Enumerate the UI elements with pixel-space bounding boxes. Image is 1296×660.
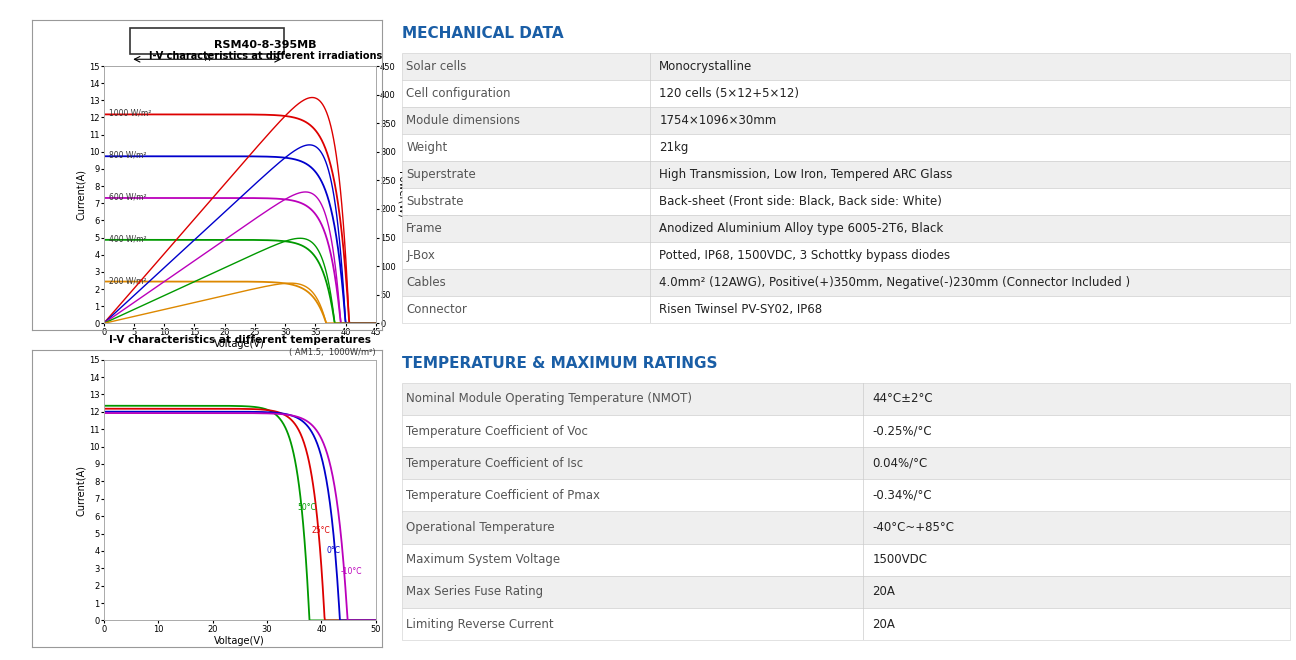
Text: Max Series Fuse Rating: Max Series Fuse Rating — [406, 585, 543, 599]
Text: Superstrate: Superstrate — [406, 168, 476, 181]
Text: 1500VDC: 1500VDC — [872, 553, 927, 566]
Bar — [402, 269, 1290, 296]
Text: Substrate: Substrate — [406, 195, 464, 208]
Text: 1000 W/m²: 1000 W/m² — [109, 109, 150, 117]
Bar — [402, 188, 1290, 215]
Text: 600 W/m²: 600 W/m² — [109, 192, 146, 201]
Text: Risen Twinsel PV-SY02, IP68: Risen Twinsel PV-SY02, IP68 — [660, 304, 823, 316]
Text: Solar cells: Solar cells — [406, 60, 467, 73]
Text: Temperature Coefficient of Voc: Temperature Coefficient of Voc — [406, 424, 588, 438]
Text: Nominal Module Operating Temperature (NMOT): Nominal Module Operating Temperature (NM… — [406, 393, 692, 405]
Y-axis label: Power(W): Power(W) — [397, 172, 407, 218]
Bar — [402, 608, 1290, 640]
Text: 30±0.2: 30±0.2 — [193, 68, 222, 77]
Text: 120 cells (5×12+5×12): 120 cells (5×12+5×12) — [660, 87, 800, 100]
Bar — [402, 161, 1290, 188]
Text: 44°C±2°C: 44°C±2°C — [872, 393, 933, 405]
Bar — [402, 415, 1290, 447]
Bar — [402, 576, 1290, 608]
Text: Maximum System Voltage: Maximum System Voltage — [406, 553, 560, 566]
Text: I-V characteristics at different temperatures: I-V characteristics at different tempera… — [109, 335, 371, 345]
Text: 0°C: 0°C — [327, 546, 341, 555]
Text: 1754×1096×30mm: 1754×1096×30mm — [660, 114, 776, 127]
Bar — [131, 28, 284, 54]
Text: 21kg: 21kg — [660, 141, 688, 154]
Text: -40°C~+85°C: -40°C~+85°C — [872, 521, 954, 534]
Text: -0.25%/°C: -0.25%/°C — [872, 424, 932, 438]
Text: Cables: Cables — [406, 277, 446, 289]
Text: Monocrystalline: Monocrystalline — [660, 60, 753, 73]
Bar — [402, 80, 1290, 107]
Bar — [402, 383, 1290, 415]
Text: Operational Temperature: Operational Temperature — [406, 521, 555, 534]
Bar — [402, 447, 1290, 479]
Text: Limiting Reverse Current: Limiting Reverse Current — [406, 618, 553, 630]
Text: High Transmission, Low Iron, Tempered ARC Glass: High Transmission, Low Iron, Tempered AR… — [660, 168, 953, 181]
Bar — [402, 544, 1290, 576]
Text: I-V characteristics at different irradiations: I-V characteristics at different irradia… — [149, 51, 382, 61]
Text: Cell configuration: Cell configuration — [406, 87, 511, 100]
Text: J-Box: J-Box — [406, 249, 435, 262]
Y-axis label: Current(A): Current(A) — [76, 465, 86, 515]
Bar — [402, 53, 1290, 80]
Text: 20A: 20A — [872, 585, 896, 599]
X-axis label: Voltage(V): Voltage(V) — [214, 636, 266, 646]
Text: Weight: Weight — [406, 141, 447, 154]
Text: Module dimensions: Module dimensions — [406, 114, 520, 127]
Text: 20A: 20A — [872, 618, 896, 630]
Text: TEMPERATURE & MAXIMUM RATINGS: TEMPERATURE & MAXIMUM RATINGS — [402, 356, 717, 372]
Text: Back-sheet (Front side: Black, Back side: White): Back-sheet (Front side: Black, Back side… — [660, 195, 942, 208]
Text: -0.34%/°C: -0.34%/°C — [872, 489, 932, 502]
Text: 25°C: 25°C — [311, 525, 330, 535]
Text: 800 W/m²: 800 W/m² — [109, 150, 146, 159]
Text: -10°C: -10°C — [341, 567, 362, 576]
Text: Temperature Coefficient of Isc: Temperature Coefficient of Isc — [406, 457, 583, 470]
X-axis label: Voltage(V): Voltage(V) — [214, 339, 266, 349]
Text: 4.0mm² (12AWG), Positive(+)350mm, Negative(-)230mm (Connector Included ): 4.0mm² (12AWG), Positive(+)350mm, Negati… — [660, 277, 1130, 289]
Text: 200 W/m²: 200 W/m² — [109, 276, 146, 285]
Bar — [402, 479, 1290, 512]
Text: 50°C: 50°C — [297, 503, 316, 512]
Bar — [402, 242, 1290, 269]
Text: 0.04%/°C: 0.04%/°C — [872, 457, 928, 470]
Text: Potted, IP68, 1500VDC, 3 Schottky bypass diodes: Potted, IP68, 1500VDC, 3 Schottky bypass… — [660, 249, 950, 262]
Bar — [402, 107, 1290, 134]
Bar — [402, 296, 1290, 323]
Text: A: A — [205, 53, 210, 63]
Text: Anodized Aluminium Alloy type 6005-2T6, Black: Anodized Aluminium Alloy type 6005-2T6, … — [660, 222, 943, 235]
Text: Temperature Coefficient of Pmax: Temperature Coefficient of Pmax — [406, 489, 600, 502]
Y-axis label: Current(A): Current(A) — [76, 169, 86, 220]
Text: MECHANICAL DATA: MECHANICAL DATA — [402, 26, 564, 42]
Bar — [402, 215, 1290, 242]
Text: Connector: Connector — [406, 304, 467, 316]
Text: ( AM1.5,  1000W/m²): ( AM1.5, 1000W/m²) — [289, 348, 376, 357]
Text: 400 W/m²: 400 W/m² — [109, 234, 146, 243]
Text: Frame: Frame — [406, 222, 443, 235]
Bar — [402, 512, 1290, 544]
Bar — [402, 134, 1290, 161]
Text: RSM40-8-395MB: RSM40-8-395MB — [214, 40, 318, 50]
